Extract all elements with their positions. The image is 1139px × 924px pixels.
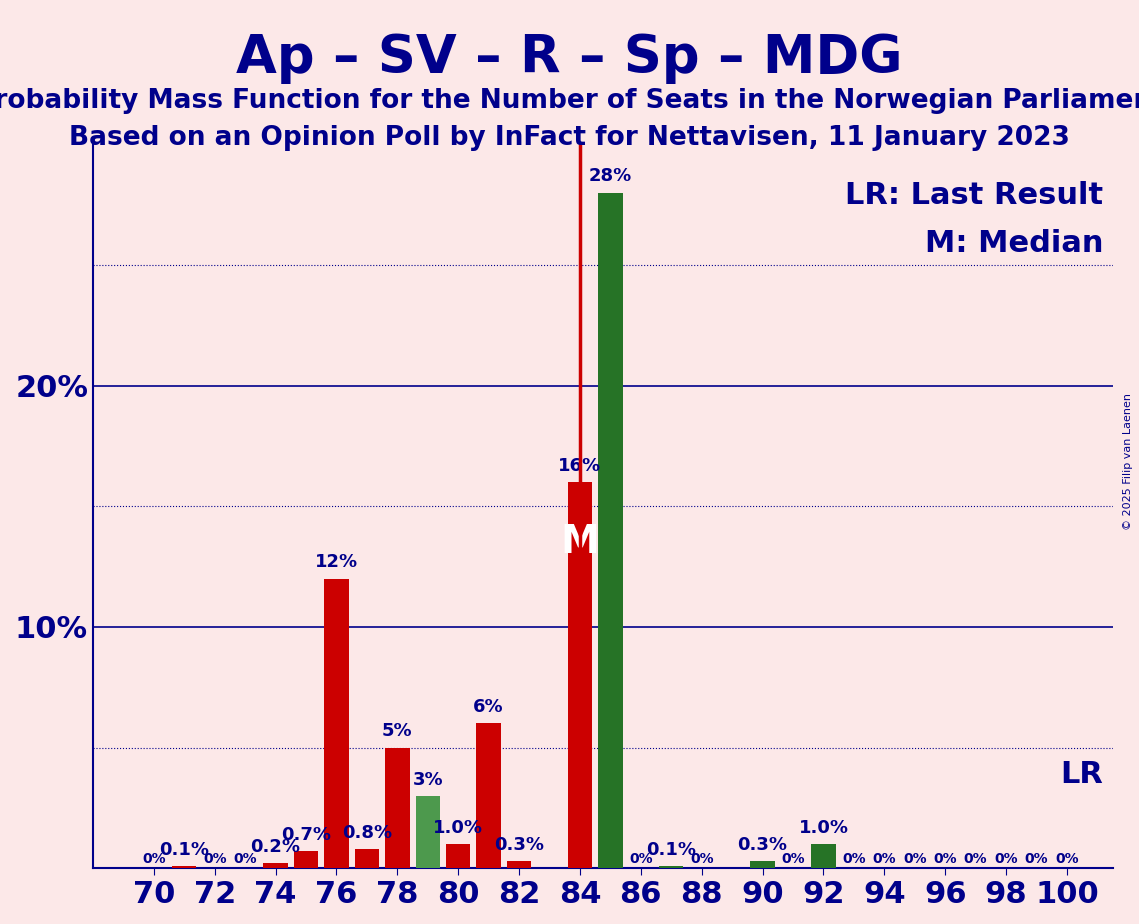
Bar [659,866,683,869]
Bar [507,861,531,869]
Text: 0%: 0% [233,852,257,866]
Bar [416,796,440,869]
Text: 0%: 0% [690,852,713,866]
Text: M: Median: M: Median [925,229,1104,258]
Text: M: M [560,524,599,562]
Bar [751,861,775,869]
Bar [446,844,470,869]
Bar [325,578,349,869]
Text: 0%: 0% [964,852,988,866]
Bar [354,849,379,869]
Bar [568,482,592,869]
Text: 0.3%: 0.3% [738,835,787,854]
Text: 0%: 0% [142,852,165,866]
Bar [385,748,410,869]
Text: 0%: 0% [842,852,866,866]
Text: LR: Last Result: LR: Last Result [845,180,1104,210]
Text: 0.2%: 0.2% [251,838,301,857]
Text: 6%: 6% [474,699,503,716]
Text: Based on an Opinion Poll by InFact for Nettavisen, 11 January 2023: Based on an Opinion Poll by InFact for N… [69,125,1070,151]
Bar [598,192,623,869]
Text: 0%: 0% [933,852,957,866]
Text: LR: LR [1060,760,1104,788]
Text: 0.1%: 0.1% [646,841,696,858]
Text: Ap – SV – R – Sp – MDG: Ap – SV – R – Sp – MDG [236,32,903,84]
Text: 5%: 5% [382,723,412,740]
Text: 0%: 0% [994,852,1018,866]
Text: 1.0%: 1.0% [798,819,849,837]
Text: 0%: 0% [1025,852,1048,866]
Text: 0.3%: 0.3% [494,835,544,854]
Bar [476,723,501,869]
Text: Probability Mass Function for the Number of Seats in the Norwegian Parliament: Probability Mass Function for the Number… [0,88,1139,114]
Text: 0.1%: 0.1% [159,841,210,858]
Bar [811,844,836,869]
Text: 0.8%: 0.8% [342,823,392,842]
Text: 0%: 0% [872,852,896,866]
Text: 0%: 0% [203,852,227,866]
Text: 0%: 0% [629,852,653,866]
Text: © 2025 Filip van Laenen: © 2025 Filip van Laenen [1123,394,1133,530]
Bar [172,866,196,869]
Bar [263,863,288,869]
Text: 1.0%: 1.0% [433,819,483,837]
Text: 0.7%: 0.7% [281,826,331,844]
Text: 0%: 0% [903,852,927,866]
Text: 0%: 0% [1055,852,1079,866]
Text: 3%: 3% [412,771,443,788]
Text: 16%: 16% [558,456,601,475]
Text: 28%: 28% [589,167,632,186]
Text: 12%: 12% [314,553,358,571]
Text: 0%: 0% [781,852,805,866]
Bar [294,851,318,869]
